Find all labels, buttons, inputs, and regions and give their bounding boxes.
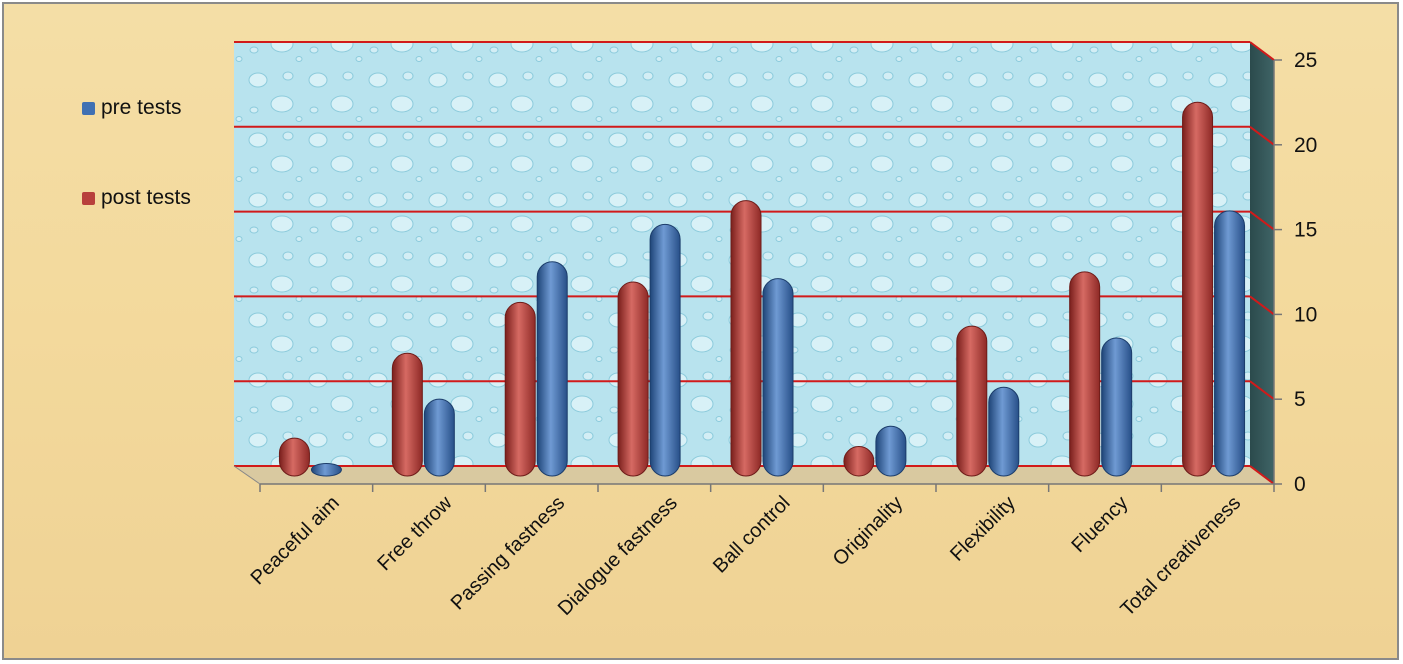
bar-post-tests-dialogue-fastness	[617, 281, 649, 477]
bar-pre-tests-fluency	[1101, 337, 1133, 477]
x-category-label-flexibility: Flexibility	[946, 492, 1020, 566]
gridline-side-10	[1249, 295, 1275, 316]
y-tick-label-10: 10	[1294, 303, 1317, 326]
legend-item-post-tests: post tests	[82, 186, 191, 210]
x-category-label-originality: Originality	[829, 492, 907, 570]
bar-pre-tests-originality	[875, 425, 907, 477]
bar-pre-tests-free-throw	[423, 398, 455, 477]
bar-pre-tests-passing-fastness	[536, 261, 568, 477]
gridline-side-0	[1249, 465, 1275, 485]
gridline-side-15	[1249, 210, 1275, 231]
plot-side-wall	[1250, 42, 1274, 484]
x-category-label-fluency: Fluency	[1067, 492, 1132, 557]
x-category-label-peaceful-aim: Peaceful aim	[247, 492, 344, 589]
legend-swatch-pre-tests	[82, 101, 95, 115]
x-category-label-passing-fastness: Passing fastness	[447, 492, 569, 614]
bar-pre-tests-peaceful-aim	[310, 463, 342, 477]
y-tick-label-0: 0	[1294, 473, 1306, 496]
bar-post-tests-ball-control	[730, 200, 762, 477]
bar-post-tests-peaceful-aim	[278, 437, 310, 477]
gridline-side-25	[1249, 41, 1275, 61]
y-tick-label-5: 5	[1294, 388, 1306, 411]
x-category-label-total-creativeness: Total creativeness	[1116, 492, 1245, 621]
bar-post-tests-fluency	[1069, 271, 1101, 477]
legend-label-pre-tests: pre tests	[101, 96, 182, 119]
y-tick-label-25: 25	[1294, 49, 1317, 72]
x-category-label-ball-control: Ball control	[709, 492, 795, 578]
chart-svg: 0 5 10 15 20 25 Peaceful aim Free throwPassing…	[233, 41, 1317, 621]
bar-post-tests-free-throw	[391, 352, 423, 477]
gridline-side-20	[1249, 126, 1275, 146]
bar-pre-tests-flexibility	[988, 386, 1020, 477]
bar-pre-tests-total-creativeness	[1214, 210, 1246, 477]
bar-pre-tests-dialogue-fastness	[649, 223, 681, 477]
bar-post-tests-total-creativeness	[1182, 101, 1214, 477]
legend-swatch-post-tests	[82, 191, 95, 205]
x-category-label-free-throw: Free throw	[373, 492, 457, 576]
legend-label-post-tests: post tests	[101, 186, 191, 209]
y-tick-label-20: 20	[1294, 134, 1317, 157]
gridline-side-5	[1249, 380, 1275, 401]
legend-item-pre-tests: pre tests	[82, 96, 182, 120]
x-category-label-dialogue-fastness: Dialogue fastness	[554, 492, 682, 620]
bar-post-tests-flexibility	[956, 325, 988, 477]
bar-pre-tests-ball-control	[762, 278, 794, 477]
bar-post-tests-passing-fastness	[504, 301, 536, 477]
floor-left-edge	[233, 465, 261, 485]
bar-post-tests-originality	[843, 446, 875, 477]
y-tick-label-15: 15	[1294, 219, 1317, 242]
